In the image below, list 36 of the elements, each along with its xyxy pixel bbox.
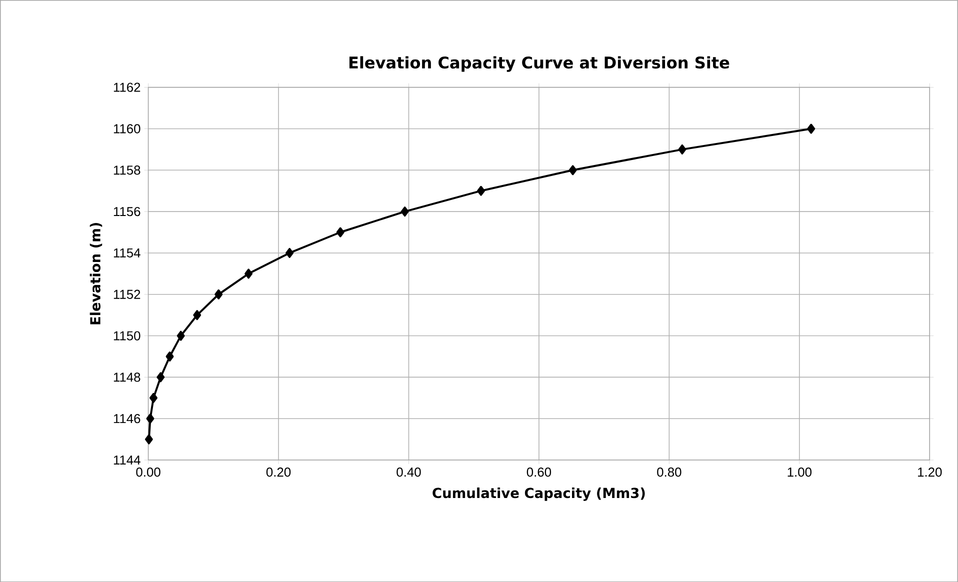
point <box>166 351 174 362</box>
point <box>400 206 409 216</box>
y-tick-label: 1150 <box>114 331 140 340</box>
x-tick-label: 1.00 <box>788 467 812 477</box>
point <box>144 434 153 444</box>
y-tick-label: 1154 <box>114 248 140 258</box>
point <box>568 165 577 175</box>
x-tick-label: 0.80 <box>657 467 682 477</box>
point <box>146 413 154 424</box>
y-tick-label: 1146 <box>114 414 140 424</box>
point <box>678 144 686 154</box>
chart-title: Elevation Capacity Curve at Diversion Site <box>349 56 730 72</box>
point <box>193 310 202 320</box>
point <box>286 248 294 258</box>
y-tick-label: 1144 <box>114 455 140 464</box>
point <box>244 268 253 278</box>
point <box>214 289 223 300</box>
x-tick-label: 0.40 <box>396 467 421 477</box>
x-tick-label: 1.20 <box>918 467 942 477</box>
point <box>150 392 158 403</box>
point <box>156 372 165 382</box>
point <box>336 227 344 238</box>
point <box>807 124 816 134</box>
x-tick-label: 0.00 <box>136 467 160 477</box>
y-tick-label: 1152 <box>114 290 140 299</box>
x-tick-label: 0.60 <box>526 467 552 477</box>
y-tick-label: 1158 <box>114 165 140 175</box>
x-axis-title: Cumulative Capacity (Mm3) <box>432 487 645 501</box>
y-axis-title: Elevation (m) <box>90 222 102 324</box>
y-tick-label: 1160 <box>114 124 140 134</box>
y-tick-label: 1156 <box>114 206 140 216</box>
point <box>477 186 485 196</box>
y-tick-label: 1162 <box>114 82 140 92</box>
y-tick-label: 1148 <box>114 372 140 382</box>
point <box>176 330 185 341</box>
x-tick-label: 0.20 <box>266 467 291 477</box>
